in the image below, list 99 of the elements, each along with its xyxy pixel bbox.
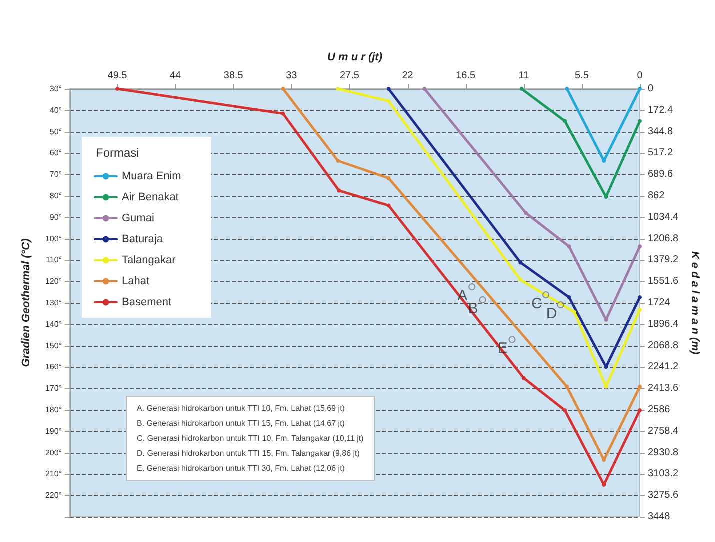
annotation: B. Generasi hidrokarbon untuk TTI 15, Fm. Lahat (14,67 jt) [137, 418, 346, 430]
y2-tick-label: 90° [50, 212, 62, 222]
y-tick-label: 862 [648, 190, 666, 202]
y2-tick-label: 60° [50, 148, 62, 158]
y-tick-label: 2930.8 [648, 447, 680, 458]
annotation: D. Generasi hidrokarbon untuk TTI 15, Fm. Talangakar (9,86 jt) [137, 448, 361, 460]
annotation: E. Generasi hidrokarbon untuk TTI 30, Fm. Lahat (12,06 jt) [137, 463, 346, 475]
line-series [422, 87, 642, 322]
y2-tick-label: 160° [45, 362, 62, 372]
y2-tick-label: 180° [45, 406, 62, 414]
point [386, 204, 391, 208]
point [518, 260, 523, 265]
y-tick-label: 344.8 [648, 126, 674, 138]
x-tick-label: 38.5 [224, 70, 244, 82]
legend-label: Talangakar [122, 254, 176, 266]
y2-axis-title: Gradien Geothermal (°C) [20, 238, 32, 368]
y2-tick-label: 120° [45, 277, 62, 286]
y-tick-label: 1034.4 [648, 212, 680, 223]
y2-tick-label: 50° [50, 127, 62, 136]
point [386, 176, 391, 180]
point [567, 244, 572, 249]
point [567, 296, 572, 300]
point [116, 87, 120, 91]
legend-label: Air Benakat [122, 192, 179, 204]
y2-tick-label: 40° [50, 106, 62, 115]
y2-tick-label: 70° [50, 170, 62, 180]
x-tick-label: 0 [637, 70, 644, 82]
y2-tick-label: 210° [45, 470, 62, 479]
legend-label: Gumai [122, 212, 154, 224]
point [337, 188, 342, 193]
point [638, 296, 642, 300]
legend-label: Lahat [122, 276, 150, 288]
point [524, 211, 528, 216]
y-axis-title: K e d a l a m a n (m) [688, 251, 701, 355]
x-tick-label: 49.5 [108, 70, 128, 82]
legend-label: Basement [122, 296, 172, 308]
annotation: A. Generasi hidrokarbon untuk TTI 10, Fm. Lahat (15,69 jt) [137, 403, 346, 415]
y-tick-label: 3103.2 [648, 468, 680, 480]
y-tick-label: 1206.8 [648, 233, 680, 244]
y2-tick-label: 100° [45, 234, 62, 244]
point [386, 99, 391, 104]
x-tick-label: 44 [170, 70, 182, 82]
y2-tick-label: 130° [45, 298, 62, 308]
point [563, 119, 568, 124]
y-tick-label: 1896.4 [648, 318, 680, 330]
point [520, 87, 524, 91]
legend-title: Formasi [96, 146, 140, 160]
point [336, 87, 340, 91]
y-tick-label: 0 [648, 84, 654, 94]
legend-label: Baturaja [122, 234, 164, 246]
point [281, 112, 286, 116]
point [522, 376, 526, 380]
y2-tick-label: 170° [45, 384, 62, 394]
point [518, 278, 523, 282]
y-tick-label: 2413.6 [648, 383, 680, 394]
point [638, 384, 642, 389]
y-tick-label: 1379.2 [648, 254, 680, 266]
legend-label: Muara Enim [122, 170, 182, 182]
x-tick-label: 33 [286, 70, 298, 82]
x-axis-title: U m u r (jt) [328, 52, 383, 64]
point [386, 87, 391, 91]
point [638, 244, 642, 249]
y2-tick-label: 200° [45, 448, 62, 458]
x-tick-label: 27.5 [340, 70, 360, 82]
y2-tick-label: 190° [45, 426, 62, 436]
point [638, 87, 642, 91]
y2-tick-label: 80° [50, 192, 62, 200]
x-tick-label: 22 [402, 70, 414, 82]
point [336, 158, 340, 163]
point [281, 87, 286, 91]
point [563, 408, 568, 412]
y-tick-label: 2758.4 [648, 426, 680, 437]
y2-tick-label: 140° [45, 320, 62, 329]
point [565, 87, 570, 91]
y2-tick-label: 110° [46, 256, 62, 265]
point [422, 87, 427, 91]
point [565, 384, 570, 389]
x-tick-label: 11 [518, 70, 530, 82]
y-tick-label: 1551.6 [648, 276, 680, 288]
point [638, 408, 642, 412]
x-tick-label: 16.5 [456, 70, 476, 82]
annotation: C. Generasi hidrokarbon untuk TTI 10, Fm. Talangakar (10,11 jt) [137, 433, 364, 445]
y-tick-label: 517.2 [648, 148, 674, 159]
point [572, 310, 577, 314]
y-tick-label: 689.6 [648, 169, 674, 180]
point [638, 119, 642, 124]
y-tick-label: 172.4 [648, 104, 674, 116]
y-tick-label: 3448 [648, 512, 671, 522]
point [638, 308, 642, 312]
y2-tick-label: 150° [45, 341, 62, 350]
y-tick-label: 2068.8 [648, 340, 680, 352]
y2-tick-label: 30° [50, 84, 62, 94]
y-tick-label: 1724 [648, 298, 671, 308]
y-tick-label: 2241.2 [648, 362, 680, 373]
x-tick-label: 5.5 [574, 70, 590, 82]
y-tick-label: 3275.6 [648, 490, 680, 502]
y2-tick-label: 220° [45, 491, 62, 500]
annotation: D [546, 305, 558, 322]
y-tick-label: 2586 [648, 404, 671, 416]
